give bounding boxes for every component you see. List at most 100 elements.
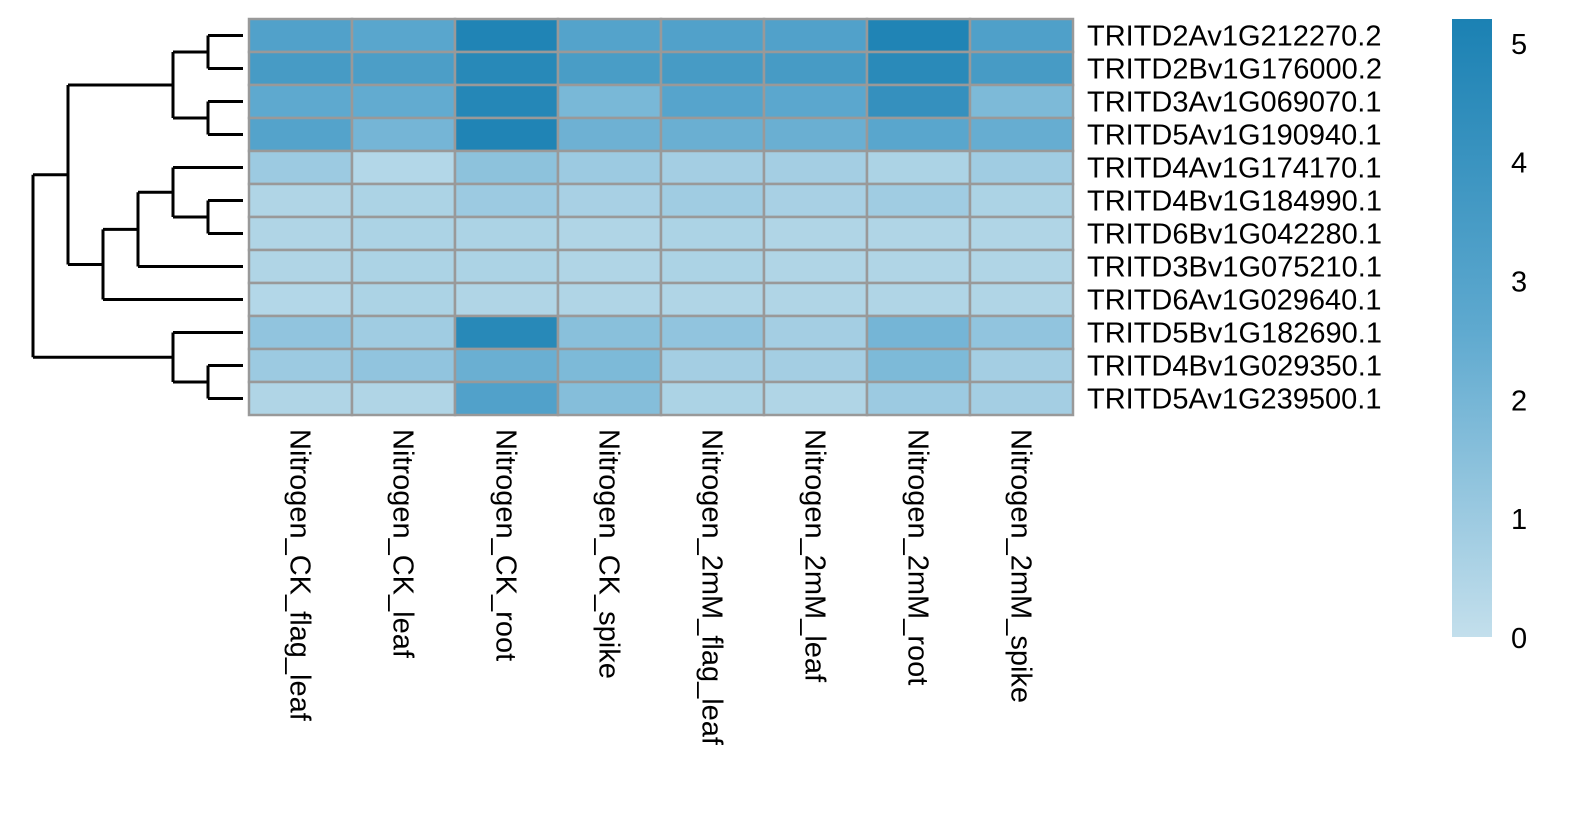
heatmap-cell	[556, 215, 663, 252]
heatmap-cell	[968, 380, 1075, 417]
heatmap-cell	[247, 17, 354, 54]
heatmap-cell	[350, 116, 457, 153]
heatmap-cell	[453, 314, 560, 351]
column-label: Nitrogen_CK_spike	[593, 429, 625, 679]
heatmap-cell	[556, 182, 663, 219]
row-label: TRITD4Bv1G029350.1	[1087, 351, 1382, 383]
row-label: TRITD5Av1G239500.1	[1087, 384, 1381, 416]
heatmap-cell	[659, 17, 766, 54]
heatmap-cell	[350, 50, 457, 87]
heatmap-cell	[762, 215, 869, 252]
heatmap-cell	[350, 17, 457, 54]
row-label: TRITD2Av1G212270.2	[1087, 21, 1381, 53]
row-label: TRITD3Bv1G075210.1	[1087, 252, 1382, 284]
heatmap-cell	[556, 149, 663, 186]
heatmap-cell	[556, 83, 663, 120]
heatmap-cell	[968, 149, 1075, 186]
heatmap-cell	[968, 215, 1075, 252]
heatmap-cell	[865, 380, 972, 417]
heatmap-cell	[556, 314, 663, 351]
heatmap-cell	[556, 380, 663, 417]
heatmap-cell	[453, 116, 560, 153]
heatmap-cell	[865, 149, 972, 186]
heatmap-cell	[453, 83, 560, 120]
heatmap-cell	[453, 215, 560, 252]
column-label: Nitrogen_CK_flag_leaf	[284, 429, 316, 722]
heatmap-cell	[453, 347, 560, 384]
column-label: Nitrogen_2mM_flag_leaf	[696, 429, 728, 746]
heatmap-cell	[659, 380, 766, 417]
heatmap-cell	[659, 182, 766, 219]
heatmap-cell	[659, 314, 766, 351]
row-labels: TRITD2Av1G212270.2TRITD2Bv1G176000.2TRIT…	[1087, 21, 1382, 416]
color-legend-tick-label: 4	[1511, 148, 1527, 180]
heatmap-cell	[247, 314, 354, 351]
heatmap-cell	[350, 281, 457, 318]
heatmap-cell	[659, 215, 766, 252]
color-legend-tick-label: 0	[1511, 623, 1527, 655]
heatmap-cell	[865, 215, 972, 252]
heatmap-cell	[659, 347, 766, 384]
heatmap-cell	[247, 347, 354, 384]
heatmap-cell	[350, 215, 457, 252]
heatmap-cell	[247, 149, 354, 186]
row-label: TRITD4Bv1G184990.1	[1087, 186, 1382, 218]
heatmap-cell	[350, 248, 457, 285]
heatmap-cell	[762, 248, 869, 285]
heatmap-cell	[968, 50, 1075, 87]
heatmap-cell	[968, 83, 1075, 120]
heatmap-cell	[556, 281, 663, 318]
heatmap-cell	[556, 116, 663, 153]
color-legend-tick-label: 2	[1511, 385, 1527, 417]
heatmap-cell	[247, 116, 354, 153]
heatmap-cell	[968, 116, 1075, 153]
row-label: TRITD6Bv1G042280.1	[1087, 219, 1382, 251]
heatmap-cell	[968, 314, 1075, 351]
heatmap-cell	[556, 248, 663, 285]
heatmap-cell	[453, 17, 560, 54]
heatmap-cell	[865, 248, 972, 285]
heatmap-cells	[247, 17, 1075, 417]
heatmap-cell	[453, 380, 560, 417]
heatmap-cell	[865, 50, 972, 87]
heatmap-cell	[968, 347, 1075, 384]
heatmap-cell	[350, 149, 457, 186]
heatmap-cell	[659, 50, 766, 87]
heatmap-cell	[247, 182, 354, 219]
heatmap-cell	[247, 83, 354, 120]
color-legend-tick-label: 3	[1511, 266, 1527, 298]
column-label: Nitrogen_CK_leaf	[387, 429, 419, 659]
heatmap-cell	[556, 17, 663, 54]
heatmap-cell	[762, 149, 869, 186]
heatmap-cell	[865, 281, 972, 318]
column-label: Nitrogen_CK_root	[490, 429, 522, 661]
heatmap-cell	[350, 380, 457, 417]
heatmap-cell	[865, 182, 972, 219]
heatmap-cell	[556, 347, 663, 384]
heatmap-cell	[762, 17, 869, 54]
heatmap-cell	[453, 149, 560, 186]
heatmap-cell	[659, 248, 766, 285]
heatmap-cell	[762, 116, 869, 153]
row-label: TRITD4Av1G174170.1	[1087, 153, 1381, 185]
heatmap-cell	[247, 281, 354, 318]
heatmap-cell	[453, 281, 560, 318]
heatmap-cell	[762, 314, 869, 351]
heatmap-cell	[762, 83, 869, 120]
column-label: Nitrogen_2mM_leaf	[799, 429, 831, 683]
heatmap-cell	[762, 380, 869, 417]
heatmap-cell	[350, 347, 457, 384]
heatmap-cell	[247, 380, 354, 417]
heatmap-cell	[556, 50, 663, 87]
heatmap-cell	[350, 314, 457, 351]
heatmap-cell	[453, 182, 560, 219]
heatmap-cell	[762, 50, 869, 87]
heatmap-cell	[247, 248, 354, 285]
heatmap-cell	[453, 50, 560, 87]
heatmap-cell	[350, 83, 457, 120]
heatmap-cell	[762, 182, 869, 219]
heatmap-cell	[659, 149, 766, 186]
heatmap-cell	[247, 50, 354, 87]
heatmap-cell	[865, 116, 972, 153]
